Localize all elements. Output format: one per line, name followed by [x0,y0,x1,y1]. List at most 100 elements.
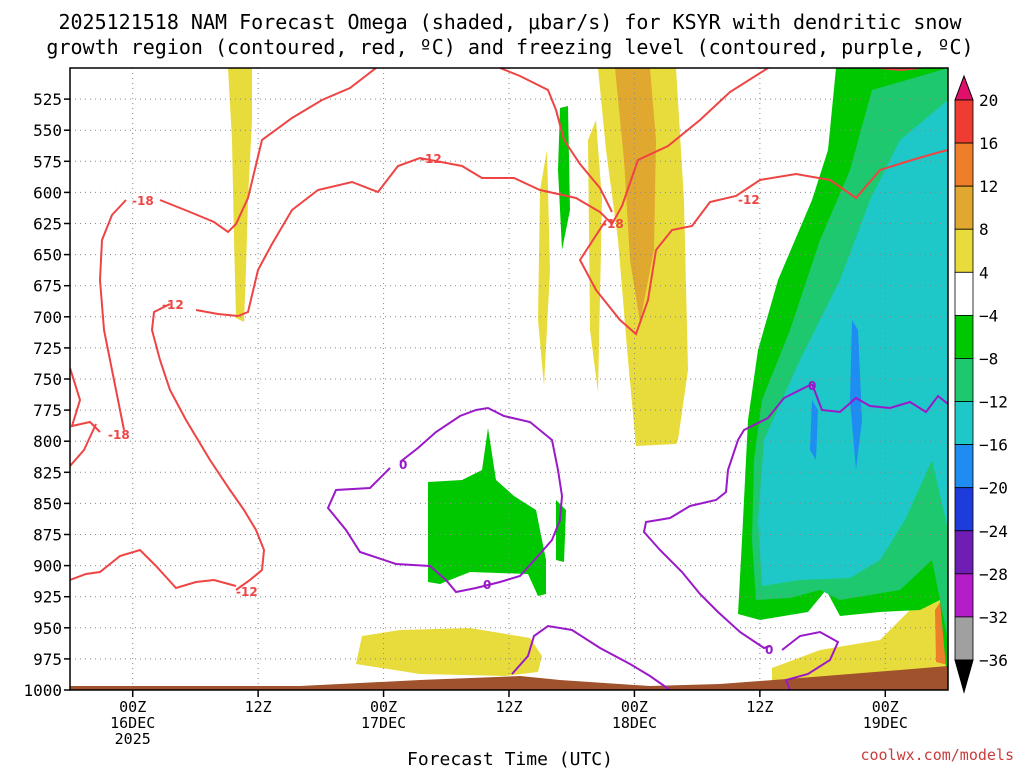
x-tick-label: 17DEC [361,714,406,732]
purple-contour-mid [326,406,564,594]
purple-contour-right [642,383,813,650]
colorbar-label: 16 [979,134,998,153]
x-axis-label: Forecast Time (UTC) [407,749,613,768]
colorbar: 20 16 12 8 4 −4 −8 −12 −16 −20 −24 −28 −32 −36 [954,74,1008,694]
yellow-shade-early [228,68,252,322]
y-tick-label: 875 [33,526,62,545]
colorbar-label: −28 [979,565,1008,584]
red-contour-lower-left [70,367,101,433]
blue-shade-streak1 [850,320,862,470]
purple-contour-top-right [811,383,948,414]
colorbar-label: 8 [979,220,989,239]
y-tick-label: 575 [33,152,62,171]
y-tick-label: 625 [33,215,62,234]
chart-title-line2: growth region (contoured, red, ºC) and f… [46,35,973,59]
red-contour-minus12-upper [195,68,769,318]
y-tick-label: 800 [33,432,62,451]
red-contour-minus12-bottom [70,548,237,590]
y-tick-label: 650 [33,246,62,265]
y-tick-label: 525 [33,90,62,109]
y-tick-label: 925 [33,588,62,607]
red-contour-minus18-inner [499,68,613,213]
red-label-7: -12 [236,585,258,599]
colorbar-swatch-13 [954,616,974,661]
yellow-shade-mid [538,150,550,386]
yellow-shade-low-right [772,556,948,690]
y-tick-label: 750 [33,370,62,389]
colorbar-arrow-bottom [954,659,974,694]
x-tick-label: 12Z [495,698,522,716]
purple-contour-bottom [511,624,671,690]
green-shade-blob [428,428,546,596]
chart-title-line1: 2025121518 NAM Forecast Omega (shaded, μ… [58,10,962,34]
y-tick-label: 825 [33,463,62,482]
colorbar-swatch-5 [954,271,974,316]
ground-terrain [70,666,948,690]
y-tick-label: 1000 [23,681,62,700]
x-tick-label: 00Z [370,698,397,716]
purple-label-4: 0 [765,643,773,657]
colorbar-swatch-12 [954,573,974,618]
green-shade-blob2 [556,500,566,562]
y-tick-label: 775 [33,401,62,420]
y-axis: 525 550 575 600 625 650 675 700 725 750 775 800 825 8… [23,90,70,700]
x-tick-label: 00Z [872,698,899,716]
colorbar-label: −4 [979,306,998,325]
omega-shading-positive [228,68,948,690]
red-label-1: -18 [132,194,154,208]
colorbar-arrow-top [954,74,974,101]
purple-label-2: 0 [483,578,491,592]
y-tick-label: 700 [33,308,62,327]
y-tick-label: 950 [33,619,62,638]
green-shade-sliver [558,106,570,250]
x-tick-label: 12Z [746,698,773,716]
red-contour-minus12-right [578,149,948,336]
red-label-3: -12 [420,152,442,166]
purple-contours [326,383,948,690]
y-tick-label: 725 [33,339,62,358]
red-contour-minus18-left [98,199,127,431]
red-contour-minus12-left [150,303,266,591]
colorbar-label: 12 [979,177,998,196]
colorbar-swatch-10 [954,487,974,532]
orange-shade-core [615,68,656,322]
colorbar-swatch-11 [954,530,974,575]
colorbar-label: −20 [979,479,1008,498]
colorbar-swatch-1 [954,99,974,144]
colorbar-label: 20 [979,91,998,110]
plot-area [70,68,948,690]
colorbar-label: −32 [979,608,1008,627]
y-tick-label: 900 [33,557,62,576]
contour-labels: -18 -12 -12 -18 -12 -18 -12 0 0 0 0 [108,152,816,657]
colorbar-label: −8 [979,349,998,368]
colorbar-swatch-6 [954,314,974,359]
purple-label-1: 0 [399,458,407,472]
colorbar-label: −16 [979,436,1008,455]
x-tick-label: 12Z [245,698,272,716]
colorbar-label: −24 [979,522,1008,541]
colorbar-swatch-3 [954,185,974,230]
colorbar-swatch-8 [954,401,974,446]
colorbar-swatch-9 [954,444,974,489]
x-tick-label: 19DEC [863,714,908,732]
red-contour-bottom-left [70,423,97,467]
red-label-5: -12 [738,193,760,207]
y-tick-label: 975 [33,650,62,669]
yellow-shade-mid2 [588,120,602,392]
x-tick-label: 00Z [119,698,146,716]
x-tick-label: 00Z [621,698,648,716]
watermark: coolwx.com/models [860,746,1014,764]
y-tick-label: 600 [33,183,62,202]
colorbar-swatch-2 [954,142,974,187]
yellow-shade-low [356,628,542,676]
x-tick-label: 2025 [115,730,151,748]
red-label-6: -18 [108,428,130,442]
y-tick-label: 675 [33,277,62,296]
red-label-2: -12 [162,298,184,312]
colorbar-swatch-7 [954,358,974,402]
x-tick-label: 16DEC [110,714,155,732]
blue-shade-streak2 [810,400,818,460]
colorbar-label: −12 [979,393,1008,412]
